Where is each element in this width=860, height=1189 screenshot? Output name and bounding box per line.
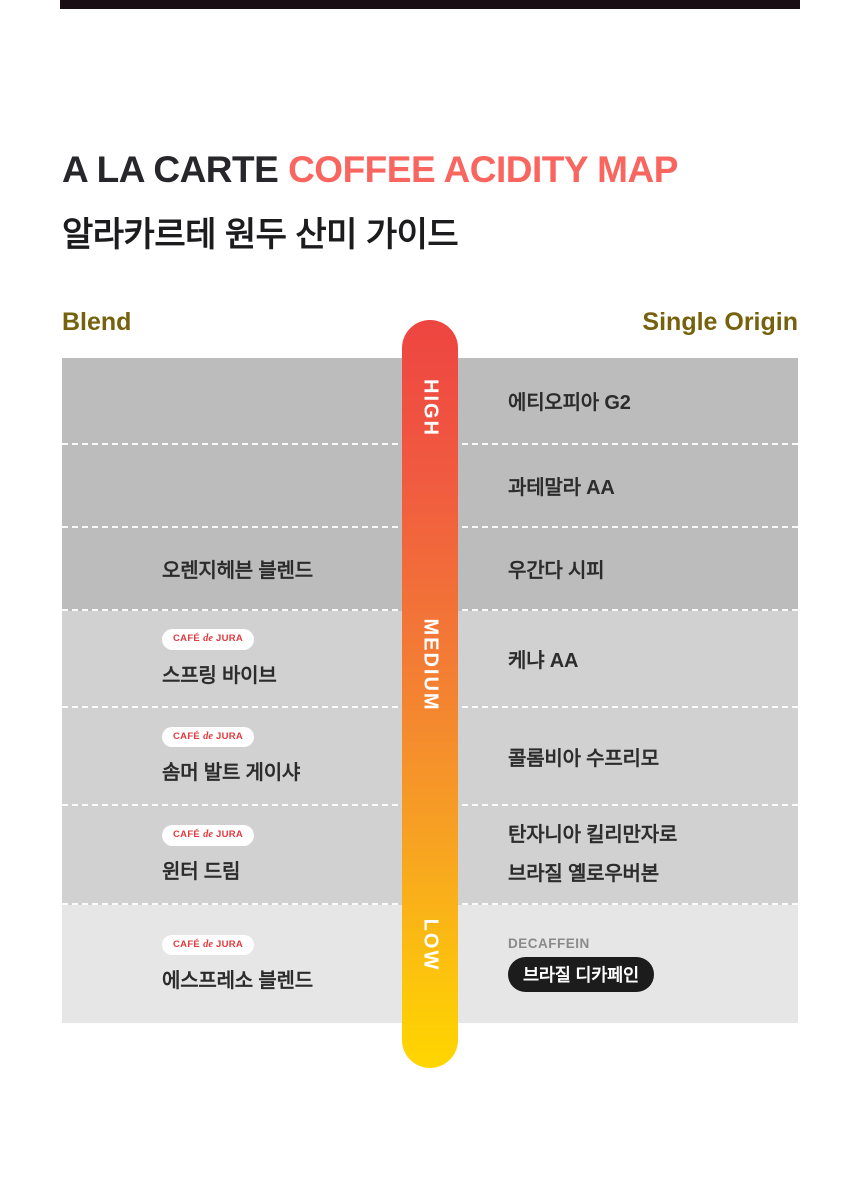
acidity-level-low: LOW: [419, 918, 442, 972]
badge-cafe: CAFÉ: [173, 730, 201, 742]
title-prefix: A LA CARTE: [62, 149, 289, 190]
origin-names: 탄자니아 킬리만자로 브라질 옐로우버본: [508, 816, 677, 894]
single-origin-cell: 탄자니아 킬리만자로 브라질 옐로우버본: [458, 806, 798, 903]
blend-cell: [62, 358, 402, 443]
badge-de: de: [203, 829, 213, 841]
blend-label: Blend: [62, 308, 132, 336]
origin-name: 케냐 AA: [508, 650, 579, 672]
badge-de: de: [203, 633, 213, 645]
blend-cell: CAFÉ de JURA 솜머 발트 게이샤: [62, 708, 402, 804]
blend-name: 솜머 발트 게이샤: [162, 762, 301, 785]
acidity-level-medium: MEDIUM: [419, 618, 442, 712]
origin-name: 에티오피아 G2: [508, 392, 631, 414]
single-origin-label: Single Origin: [642, 308, 798, 336]
page-title: A LA CARTE COFFEE ACIDITY MAP: [62, 149, 678, 191]
badge-cafe: CAFÉ: [173, 633, 201, 645]
acidity-gradient-bar: HIGH MEDIUM LOW: [402, 320, 458, 1068]
acidity-level-high: HIGH: [419, 379, 442, 437]
badge-jura: JURA: [215, 730, 244, 742]
badge-jura: JURA: [215, 938, 244, 950]
cafe-de-jura-badge: CAFÉ de JURA: [162, 934, 255, 956]
decaffein-label: DECAFFEIN: [508, 936, 590, 951]
blend-name: 오렌지헤븐 블렌드: [162, 560, 313, 582]
blend-cell: CAFÉ de JURA 윈터 드림: [62, 806, 402, 903]
page-subtitle: 알라카르테 원두 산미 가이드: [62, 216, 459, 254]
origin-name-line1: 탄자니아 킬리만자로: [508, 823, 678, 846]
origin-name: 과테말라 AA: [508, 477, 615, 499]
badge-cafe: CAFÉ: [173, 829, 201, 841]
cafe-de-jura-badge: CAFÉ de JURA: [162, 825, 255, 846]
origin-name: 콜롬비아 수프리모: [508, 747, 659, 770]
single-origin-cell: 케냐 AA: [458, 611, 798, 706]
single-origin-cell: 과테말라 AA: [458, 445, 798, 526]
origin-name: 우간다 시피: [508, 560, 605, 582]
blend-cell: CAFÉ de JURA 스프링 바이브: [62, 611, 402, 706]
badge-de: de: [203, 730, 213, 742]
blend-name: 스프링 바이브: [162, 664, 277, 687]
blend-cell: CAFÉ de JURA 에스프레소 블렌드: [62, 905, 402, 1023]
badge-jura: JURA: [215, 633, 244, 645]
blend-name: 에스프레소 블렌드: [162, 970, 313, 993]
single-origin-cell: 우간다 시피: [458, 528, 798, 609]
blend-cell: 오렌지헤븐 블렌드: [62, 528, 402, 609]
single-origin-cell: 콜롬비아 수프리모: [458, 708, 798, 804]
top-accent-bar: [60, 0, 800, 9]
badge-de: de: [203, 938, 213, 950]
decaf-pill: 브라질 디카페인: [508, 957, 654, 992]
single-origin-cell: DECAFFEIN 브라질 디카페인: [458, 905, 798, 1023]
badge-jura: JURA: [215, 829, 244, 841]
cafe-de-jura-badge: CAFÉ de JURA: [162, 726, 255, 748]
blend-name: 윈터 드림: [162, 860, 241, 883]
badge-cafe: CAFÉ: [173, 938, 201, 950]
origin-name-line2: 브라질 옐로우버본: [508, 862, 659, 885]
title-highlight: COFFEE ACIDITY MAP: [288, 149, 678, 190]
cafe-de-jura-badge: CAFÉ de JURA: [162, 629, 255, 650]
single-origin-cell: 에티오피아 G2: [458, 358, 798, 443]
column-labels: Blend Single Origin: [62, 308, 798, 337]
blend-cell: [62, 445, 402, 526]
header: A LA CARTE COFFEE ACIDITY MAP 알라카르테 원두 산…: [62, 149, 678, 256]
